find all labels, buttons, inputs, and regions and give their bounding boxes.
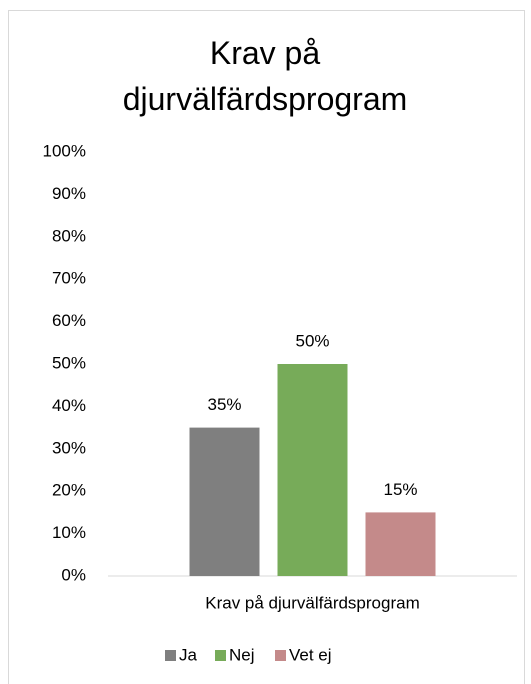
data-label: 50%	[295, 331, 329, 350]
chart-frame	[8, 10, 525, 684]
chart-title: Krav på djurvälfärdsprogram	[122, 35, 408, 117]
y-tick-label: 100%	[43, 141, 86, 160]
legend-label: Ja	[179, 645, 198, 664]
y-tick-label: 90%	[52, 184, 86, 203]
y-tick-label: 50%	[52, 353, 86, 372]
y-tick-label: 60%	[52, 311, 86, 330]
legend-swatch	[275, 650, 286, 661]
data-label: 15%	[383, 480, 417, 499]
legend-label: Vet ej	[289, 645, 332, 664]
data-label: 35%	[207, 395, 241, 414]
x-tick-label: Krav på djurvälfärdsprogram	[205, 593, 419, 612]
bar	[365, 512, 436, 576]
y-tick-label: 10%	[52, 523, 86, 542]
bar	[277, 364, 348, 576]
y-tick-label: 30%	[52, 438, 86, 457]
y-tick-label: 70%	[52, 269, 86, 288]
legend-swatch	[165, 650, 176, 661]
legend-label: Nej	[229, 645, 255, 664]
bar	[189, 427, 260, 576]
y-tick-label: 80%	[52, 226, 86, 245]
y-tick-label: 20%	[52, 481, 86, 500]
y-tick-label: 40%	[52, 396, 86, 415]
y-tick-label: 0%	[61, 565, 86, 584]
legend-swatch	[215, 650, 226, 661]
